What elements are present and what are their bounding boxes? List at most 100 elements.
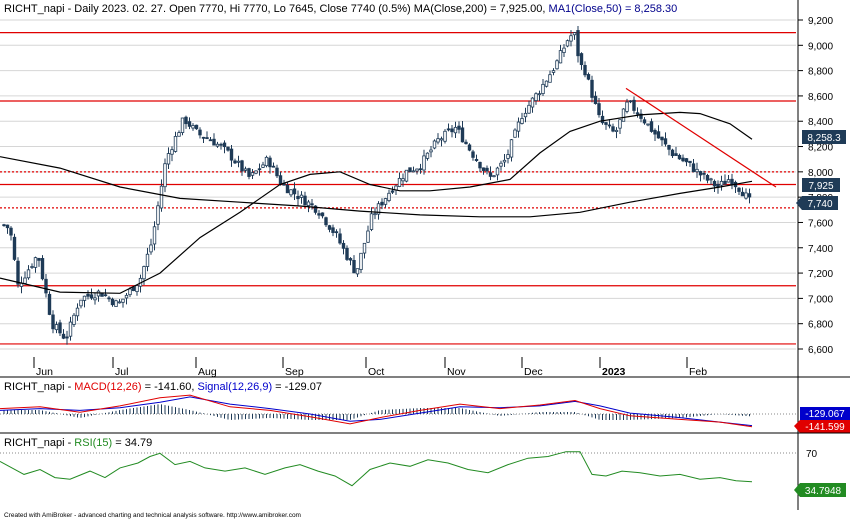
price-tick-label: 8,800 <box>808 67 833 78</box>
candle-body <box>205 137 209 140</box>
candle-body <box>390 190 395 193</box>
price-tick-label: 8,000 <box>808 168 833 179</box>
candle-body <box>317 213 321 216</box>
x-axis-label: Aug <box>198 366 217 378</box>
candle-body <box>684 158 689 163</box>
candle-body <box>5 224 10 229</box>
price-tick-label: 7,600 <box>808 218 833 229</box>
candle-body <box>688 160 692 163</box>
candle-body <box>583 65 587 76</box>
candle-body <box>65 336 69 339</box>
candle-body <box>485 167 489 172</box>
candle-body <box>355 268 360 275</box>
signal-header-value: = -129.07 <box>272 381 322 393</box>
candle-body <box>306 201 311 206</box>
candle-body <box>702 172 706 175</box>
candle-body <box>163 163 167 188</box>
x-axis-label: Dec <box>524 366 543 378</box>
price-tick-label: 8,400 <box>808 117 833 128</box>
candle-body <box>373 213 377 216</box>
candle-body <box>530 97 535 108</box>
candle-body <box>737 187 741 192</box>
candle-body <box>632 99 636 111</box>
candle-body <box>565 40 570 47</box>
candle-body <box>12 236 17 260</box>
candle-body <box>82 295 87 301</box>
candle-body <box>247 168 251 177</box>
candle-body <box>292 188 297 195</box>
candle-body <box>642 119 647 124</box>
candle-body <box>495 167 500 176</box>
candle-body <box>534 93 538 101</box>
candle-body <box>271 165 276 168</box>
candle-body <box>408 167 412 173</box>
ma50-line <box>0 111 753 294</box>
candle-body <box>240 160 244 172</box>
candle-body <box>621 108 626 122</box>
candle-body <box>198 129 202 136</box>
badge-macd: -141.599 <box>794 420 850 433</box>
candle-body <box>124 294 129 299</box>
candle-body <box>54 324 59 331</box>
candle-body <box>509 139 514 158</box>
candle-body <box>709 178 713 181</box>
candle-body <box>243 168 248 171</box>
candle-body <box>520 118 524 124</box>
candle-body <box>474 158 479 162</box>
candle-body <box>296 196 300 200</box>
candle-body <box>194 124 199 130</box>
price-header-prefix: RICHT_napi - Daily 2023. 02. 27. Open 77… <box>4 3 549 15</box>
macd-header-prefix: RICHT_napi - <box>4 381 74 393</box>
candle-body <box>397 177 402 187</box>
candle-body <box>303 195 307 206</box>
candle-body <box>558 50 563 64</box>
candle-body <box>135 285 139 293</box>
candle-body <box>348 258 353 261</box>
candle-body <box>264 156 269 167</box>
candle-body <box>177 132 181 137</box>
candle-body <box>212 138 216 146</box>
price-tick-label: 6,600 <box>808 345 833 356</box>
candle-body <box>453 126 458 134</box>
candle-body <box>691 163 696 173</box>
candle-body <box>674 153 678 156</box>
candle-body <box>345 247 349 260</box>
candle-body <box>548 74 552 83</box>
candle-body <box>425 152 430 159</box>
candle-body <box>590 79 594 98</box>
price-tick-label: 8,600 <box>808 92 833 103</box>
candle-body <box>607 124 612 127</box>
footer-credit: Created with AmiBroker - advanced charti… <box>4 512 301 519</box>
x-axis-label: Feb <box>689 366 707 378</box>
x-axis-label: Oct <box>368 366 384 378</box>
candle-body <box>432 140 437 149</box>
candle-body <box>513 129 517 138</box>
candle-body <box>593 95 598 105</box>
badge-signal-bg <box>800 407 850 420</box>
rsi-tick-70: 70 <box>806 449 818 460</box>
candle-body <box>93 297 97 301</box>
candle-body <box>173 136 178 152</box>
signal-line <box>0 396 753 427</box>
x-axis-label: Jul <box>115 366 128 378</box>
badge-ma200: 7,925 <box>802 178 840 192</box>
candle-body <box>26 269 31 279</box>
macd-header-label: MACD(12,26) <box>74 381 141 393</box>
candle-body <box>723 180 727 185</box>
candle-body <box>261 164 265 168</box>
macd-header-value: = -141.60, <box>142 381 198 393</box>
candle-body <box>457 125 461 130</box>
candle-body <box>72 314 76 325</box>
candle-body <box>23 277 27 284</box>
candle-body <box>541 83 545 94</box>
candle-body <box>555 60 559 70</box>
candle-body <box>719 180 724 186</box>
price-tick-label: 8,200 <box>808 143 833 154</box>
candle-body <box>681 157 685 162</box>
candle-body <box>502 159 507 163</box>
candle-body <box>313 205 318 213</box>
macd-header: RICHT_napi - MACD(12,26) = -141.60, Sign… <box>4 381 322 393</box>
candle-body <box>562 47 566 53</box>
candle-body <box>16 260 20 285</box>
